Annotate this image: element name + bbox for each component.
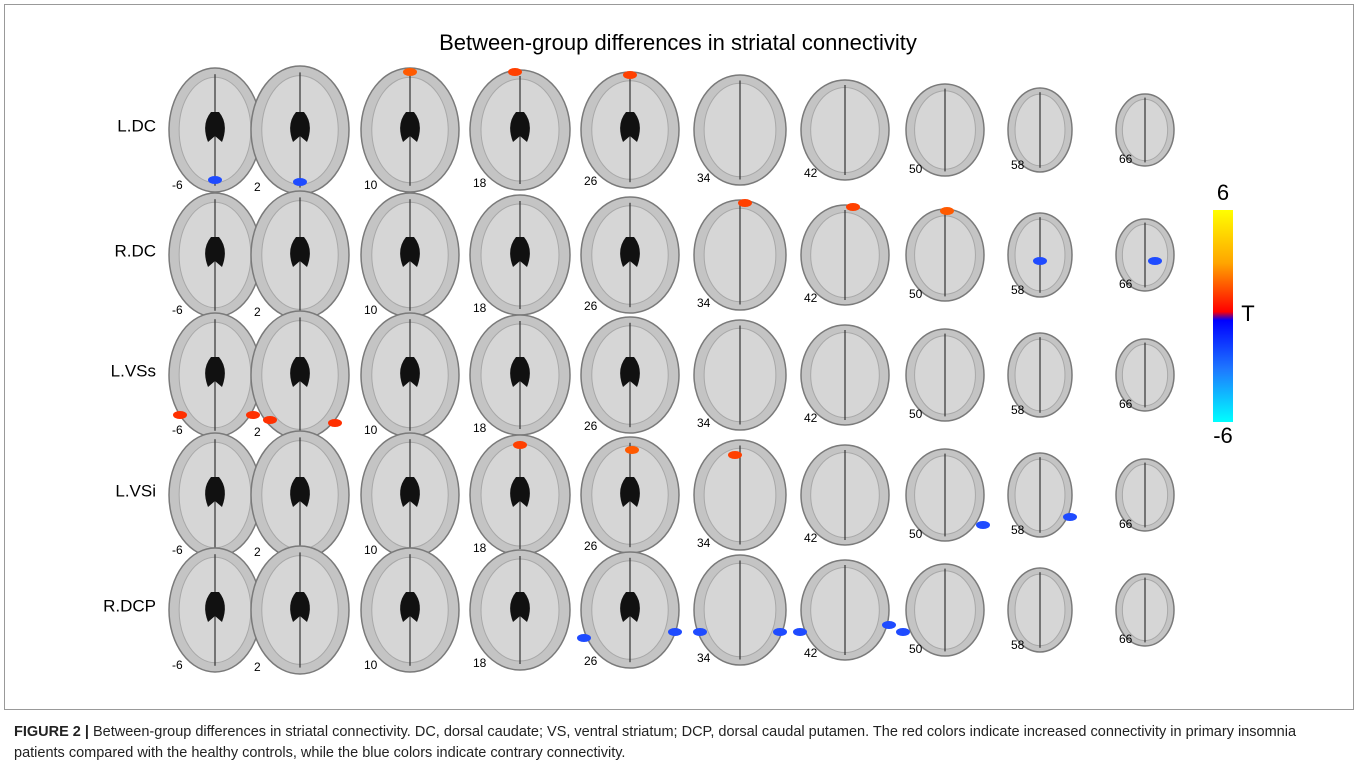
- colorbar-min: -6: [1213, 423, 1233, 448]
- slice-label: 42: [804, 291, 818, 305]
- slice-label: 26: [584, 419, 598, 433]
- activation: [208, 176, 222, 184]
- slice-label: 66: [1119, 277, 1133, 291]
- page: Between-group differences in striatal co…: [0, 0, 1358, 777]
- caption: FIGURE 2 | Between-group differences in …: [14, 722, 1334, 764]
- slice-label: -6: [172, 543, 183, 557]
- figure-title: Between-group differences in striatal co…: [439, 30, 917, 55]
- slice-label: 50: [909, 642, 923, 656]
- colorbar-label: T: [1241, 301, 1254, 326]
- figure-panel: Between-group differences in striatal co…: [4, 4, 1354, 710]
- activation: [246, 411, 260, 419]
- slice-label: 10: [364, 303, 378, 317]
- activation: [625, 446, 639, 454]
- slice-label: 50: [909, 287, 923, 301]
- activation: [403, 68, 417, 76]
- slice-label: 18: [473, 656, 487, 670]
- caption-text: Between-group differences in striatal co…: [14, 724, 1296, 761]
- slice-label: 58: [1011, 283, 1025, 297]
- activation: [1148, 257, 1162, 265]
- activation: [976, 521, 990, 529]
- slice-label: 10: [364, 423, 378, 437]
- row-label: L.VSs: [111, 361, 156, 380]
- slice-label: 42: [804, 646, 818, 660]
- slice-label: 10: [364, 543, 378, 557]
- activation: [738, 199, 752, 207]
- activation: [728, 451, 742, 459]
- slice-label: 18: [473, 176, 487, 190]
- activation: [623, 71, 637, 79]
- slice-label: 66: [1119, 632, 1133, 646]
- row-label: L.VSi: [115, 481, 156, 500]
- activation: [793, 628, 807, 636]
- activation: [773, 628, 787, 636]
- activation: [173, 411, 187, 419]
- slice-label: -6: [172, 423, 183, 437]
- slice-label: 10: [364, 658, 378, 672]
- activation: [508, 68, 522, 76]
- slice-label: 2: [254, 305, 261, 319]
- activation: [1063, 513, 1077, 521]
- row-label: R.DC: [114, 241, 156, 260]
- slice-label: -6: [172, 658, 183, 672]
- colorbar: [1213, 210, 1233, 422]
- caption-label: FIGURE 2 |: [14, 724, 89, 740]
- slice-label: 2: [254, 425, 261, 439]
- slice-label: -6: [172, 178, 183, 192]
- activation: [896, 628, 910, 636]
- brain-grid: L.DC -6 2 10 18 26 34 42 50 58 66 R.DC -6 2 10 18 26 34 42…: [103, 66, 1174, 674]
- slice-label: 42: [804, 411, 818, 425]
- activation: [577, 634, 591, 642]
- activation: [513, 441, 527, 449]
- activation: [846, 203, 860, 211]
- slice-label: 2: [254, 180, 261, 194]
- slice-label: 50: [909, 527, 923, 541]
- row-label: L.DC: [117, 116, 156, 135]
- slice-label: 58: [1011, 638, 1025, 652]
- slice-label: -6: [172, 303, 183, 317]
- slice-label: 50: [909, 407, 923, 421]
- activation: [328, 419, 342, 427]
- slice-label: 42: [804, 166, 818, 180]
- slice-label: 58: [1011, 403, 1025, 417]
- slice-label: 58: [1011, 158, 1025, 172]
- activation: [293, 178, 307, 186]
- slice-label: 18: [473, 541, 487, 555]
- slice-label: 26: [584, 654, 598, 668]
- slice-label: 66: [1119, 517, 1133, 531]
- slice-label: 66: [1119, 397, 1133, 411]
- slice-label: 34: [697, 651, 711, 665]
- colorbar-max: 6: [1217, 180, 1229, 205]
- activation: [882, 621, 896, 629]
- slice-label: 34: [697, 416, 711, 430]
- slice-label: 50: [909, 162, 923, 176]
- row-label: R.DCP: [103, 596, 156, 615]
- activation: [668, 628, 682, 636]
- activation: [1033, 257, 1047, 265]
- slice-label: 34: [697, 171, 711, 185]
- slice-label: 26: [584, 299, 598, 313]
- slice-label: 18: [473, 301, 487, 315]
- slice-label: 10: [364, 178, 378, 192]
- slice-label: 26: [584, 539, 598, 553]
- activation: [693, 628, 707, 636]
- activation: [940, 207, 954, 215]
- slice-label: 58: [1011, 523, 1025, 537]
- activation: [263, 416, 277, 424]
- slice-label: 34: [697, 536, 711, 550]
- slice-label: 34: [697, 296, 711, 310]
- slice-label: 26: [584, 174, 598, 188]
- slice-label: 2: [254, 660, 261, 674]
- slice-label: 18: [473, 421, 487, 435]
- slice-label: 2: [254, 545, 261, 559]
- slice-label: 42: [804, 531, 818, 545]
- slice-label: 66: [1119, 152, 1133, 166]
